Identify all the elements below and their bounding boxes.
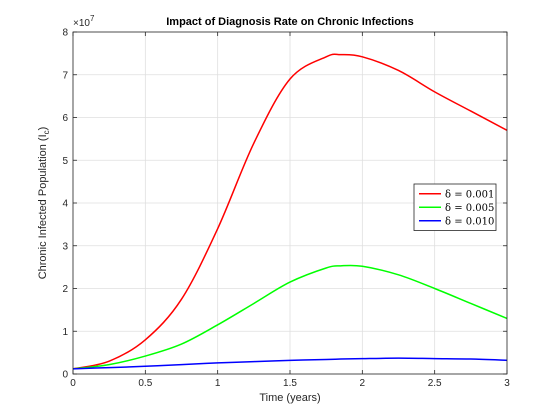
x-tick-label: 0.5 [138,378,152,389]
y-tick-label: 3 [62,241,68,252]
y-tick-label: 6 [62,113,68,124]
y-axis-exponent-base: ×10 [73,18,90,29]
y-axis-label-subscript: c [42,130,51,134]
legend-label-1: δ = 0.001 [445,189,494,200]
legend: δ = 0.001 δ = 0.005 δ = 0.010 [413,183,497,231]
x-tick-label: 2 [360,378,366,389]
x-tick-label: 3 [504,378,510,389]
x-tick-label: 1 [215,378,221,389]
ticks: 0 0.5 1 1.5 2 2.5 3 0 1 2 3 4 5 6 7 8 [62,28,510,390]
y-axis-label: Chronic Infected Population (Ic) [37,127,51,280]
x-tick-label: 1.5 [283,378,297,389]
y-tick-label: 7 [62,70,68,81]
legend-label-2: δ = 0.005 [445,203,494,214]
series-line-2 [72,264,508,370]
series-layer [72,53,508,370]
y-axis-label-tail: ) [37,127,49,131]
series-line-3 [72,357,508,370]
y-axis-exponent: ×107 [73,14,95,29]
y-axis-exponent-power: 7 [90,14,95,23]
y-tick-label: 5 [62,156,68,167]
y-axis-label-main: Chronic Infected Population (I [37,134,49,279]
legend-label-3: δ = 0.010 [445,216,494,227]
x-tick-label: 0 [70,378,76,389]
y-tick-label: 1 [62,327,68,338]
chart-title: Impact of Diagnosis Rate on Chronic Infe… [166,16,414,28]
y-tick-label: 4 [62,199,68,210]
x-tick-label: 2.5 [428,378,442,389]
y-tick-label: 2 [62,284,68,295]
y-tick-label: 8 [62,28,68,39]
x-axis-label: Time (years) [259,392,320,404]
y-tick-label: 0 [62,370,68,381]
series-line-1 [72,53,508,370]
